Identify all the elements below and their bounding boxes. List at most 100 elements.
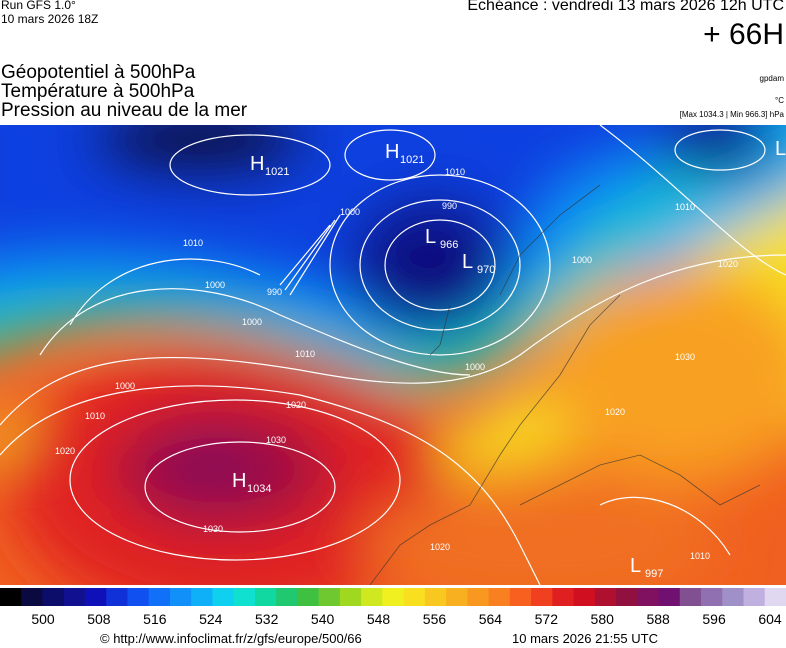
isobar-label: 1010 bbox=[445, 167, 465, 177]
isobar-label: 1000 bbox=[242, 317, 262, 327]
run-date: 10 mars 2026 18Z bbox=[1, 12, 99, 26]
isobar-label: 990 bbox=[442, 201, 457, 211]
pressure-center-letter: L bbox=[775, 138, 786, 160]
colorbar-swatch bbox=[488, 588, 511, 606]
colorbar-swatch bbox=[233, 588, 256, 606]
colorbar-swatch bbox=[106, 588, 128, 606]
title: Température à 500hPa bbox=[1, 81, 195, 102]
colorbar: 500 508 516 524 532 540 548 556 564 572 580 588 596 6… bbox=[0, 588, 786, 627]
title: Géopotentiel à 500hPa bbox=[1, 62, 196, 83]
colorbar-swatch bbox=[658, 588, 681, 606]
colorbar-label: 524 bbox=[199, 611, 223, 627]
isobar-label: 990 bbox=[267, 287, 282, 297]
pressure-center-value: 1034 bbox=[247, 483, 271, 495]
colorbar-swatch bbox=[424, 588, 447, 606]
isobar-label: 1030 bbox=[266, 435, 286, 445]
colorbar-label: 572 bbox=[535, 611, 559, 627]
colorbar-swatch bbox=[339, 588, 362, 606]
isobar-label: 1000 bbox=[115, 381, 135, 391]
pressure-center-value: 970 bbox=[477, 264, 495, 276]
colorbar-swatch bbox=[616, 588, 638, 606]
colorbar-swatch bbox=[552, 588, 575, 606]
colorbar-label: 540 bbox=[311, 611, 335, 627]
isobar-label: 1000 bbox=[465, 362, 485, 372]
pressure-center-value: 1021 bbox=[400, 154, 424, 166]
colorbar-swatch bbox=[573, 588, 596, 606]
colorbar-label: 564 bbox=[479, 611, 503, 627]
colorbar-swatch bbox=[318, 588, 341, 606]
colorbar-swatch bbox=[679, 588, 702, 606]
colorbar-swatch bbox=[446, 588, 468, 606]
colorbar-swatch bbox=[169, 588, 192, 606]
colorbar-swatch bbox=[403, 588, 426, 606]
colorbar-label: 604 bbox=[758, 611, 782, 627]
colorbar-swatch bbox=[212, 588, 235, 606]
pressure-center-letter: L bbox=[630, 555, 641, 577]
colorbar-swatch bbox=[21, 588, 43, 606]
colorbar-swatch bbox=[743, 588, 766, 606]
colorbar-swatch bbox=[42, 588, 65, 606]
pressure-center-letter: L bbox=[425, 226, 436, 248]
pressure-center-value: 1021 bbox=[265, 166, 289, 178]
colorbar-swatch bbox=[467, 588, 490, 606]
isobar-label: 1020 bbox=[718, 259, 738, 269]
isobars bbox=[0, 125, 786, 585]
run-label: Run GFS 1.0° bbox=[1, 0, 76, 12]
colorbar-swatch bbox=[63, 588, 86, 606]
pressure-center-letter: H bbox=[232, 470, 246, 492]
pressure-center-value: 997 bbox=[645, 568, 663, 580]
colorbar-swatch bbox=[84, 588, 107, 606]
unit-label: gpdam bbox=[759, 74, 784, 83]
isobar-label: 1020 bbox=[55, 446, 75, 456]
colorbar-swatch bbox=[722, 588, 745, 606]
unit-label: [Max 1034.3 | Min 966.3] hPa bbox=[679, 110, 784, 119]
colorbar-label: 516 bbox=[143, 611, 167, 627]
isobar-label: 1020 bbox=[430, 542, 450, 552]
colorbar-label: 548 bbox=[367, 611, 391, 627]
isobar-label: 1010 bbox=[85, 411, 105, 421]
pressure-center-value: 966 bbox=[440, 239, 458, 251]
pressure-center-letter: L bbox=[462, 251, 473, 273]
pressure-center-letter: H bbox=[385, 141, 399, 163]
temperature-field bbox=[0, 125, 786, 585]
colorbar-swatch bbox=[764, 588, 786, 606]
isobar-label: 1010 bbox=[183, 238, 203, 248]
colorbar-swatch bbox=[276, 588, 298, 606]
colorbar-swatch bbox=[0, 588, 22, 606]
colorbar-label: 532 bbox=[255, 611, 279, 627]
isobar-label: 1030 bbox=[675, 352, 695, 362]
isobar-label: 1010 bbox=[675, 202, 695, 212]
colorbar-swatch bbox=[637, 588, 660, 606]
title: Pression au niveau de la mer bbox=[1, 100, 248, 121]
colorbar-label: 556 bbox=[423, 611, 447, 627]
source-credit: © http://www.infoclimat.fr/z/gfs/europe/… bbox=[100, 631, 362, 646]
isobar-label: 1030 bbox=[203, 524, 223, 534]
colorbar-label: 580 bbox=[591, 611, 615, 627]
pressure-center-letter: H bbox=[250, 153, 264, 175]
colorbar-swatch bbox=[191, 588, 213, 606]
isobar-label: 1020 bbox=[605, 407, 625, 417]
colorbar-swatch bbox=[361, 588, 383, 606]
colorbar-label: 508 bbox=[87, 611, 111, 627]
colorbar-swatch bbox=[254, 588, 277, 606]
colorbar-swatch bbox=[594, 588, 617, 606]
colorbar-swatch bbox=[509, 588, 532, 606]
isobar-label: 1010 bbox=[690, 551, 710, 561]
isobar-label: 1000 bbox=[205, 280, 225, 290]
colorbar-swatch bbox=[297, 588, 320, 606]
colorbar-swatch bbox=[148, 588, 171, 606]
isobar-label: 1020 bbox=[286, 400, 306, 410]
colorbar-swatch bbox=[127, 588, 150, 606]
unit-label: °C bbox=[775, 96, 784, 105]
issued-time: 10 mars 2026 21:55 UTC bbox=[512, 631, 658, 646]
colorbar-swatch bbox=[382, 588, 405, 606]
colorbar-label: 588 bbox=[646, 611, 670, 627]
colorbar-swatch bbox=[701, 588, 723, 606]
valid-time: Echéance : vendredi 13 mars 2026 12h UTC bbox=[467, 0, 784, 14]
lead-time: + 66H bbox=[703, 18, 784, 51]
colorbar-label: 596 bbox=[702, 611, 726, 627]
colorbar-label: 500 bbox=[31, 611, 55, 627]
isobar-label: 1010 bbox=[295, 349, 315, 359]
